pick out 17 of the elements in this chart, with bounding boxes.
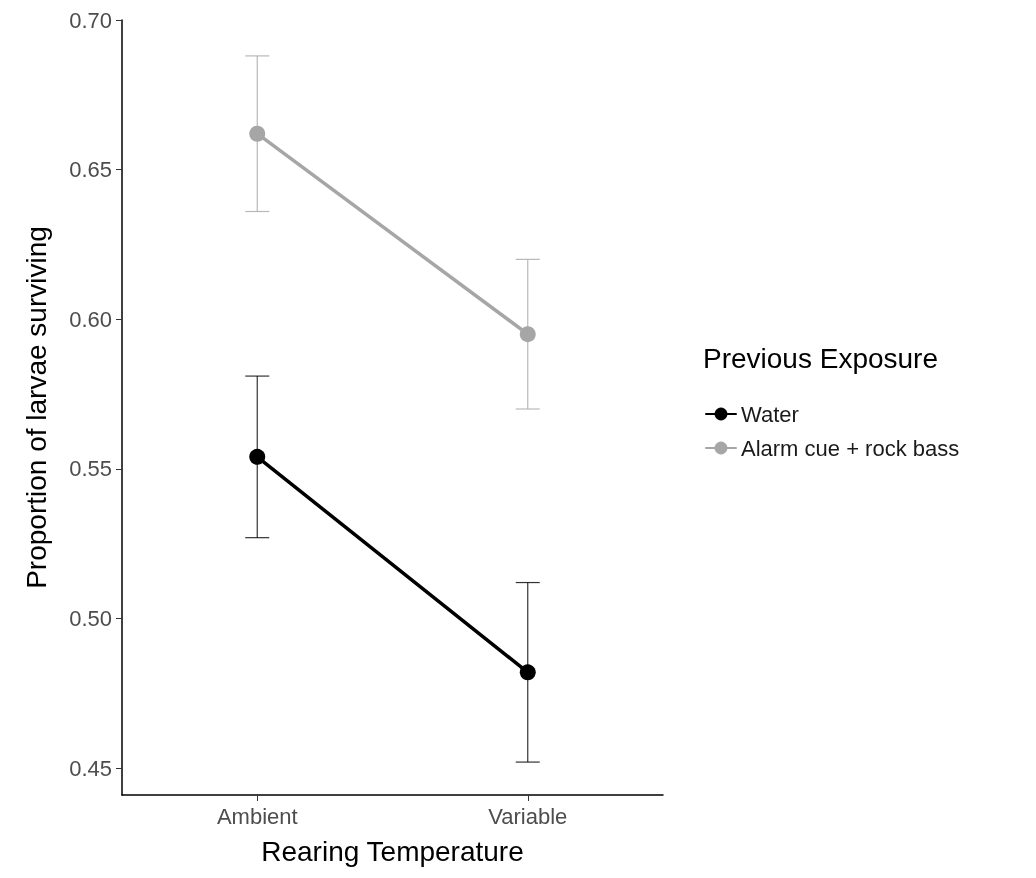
point	[249, 448, 266, 465]
y-tick-label: 0.65	[69, 157, 112, 183]
y-tick-label: 0.55	[69, 456, 112, 482]
x-axis-title: Rearing Temperature	[261, 835, 524, 867]
y-tick-label: 0.60	[69, 306, 112, 332]
y-axis-title: Proportion of larvae surviving	[20, 226, 52, 589]
y-tick-label: 0.45	[69, 755, 112, 781]
legend-label: Water	[741, 401, 799, 427]
point	[519, 664, 536, 681]
y-tick-label: 0.50	[69, 605, 112, 631]
legend-label: Alarm cue + rock bass	[741, 435, 960, 461]
x-tick-label: Variable	[488, 803, 568, 829]
x-tick-label: Ambient	[216, 803, 298, 829]
legend-title: Previous Exposure	[703, 342, 939, 374]
point	[519, 326, 536, 343]
point	[249, 125, 266, 142]
y-tick-label: 0.70	[69, 7, 112, 33]
